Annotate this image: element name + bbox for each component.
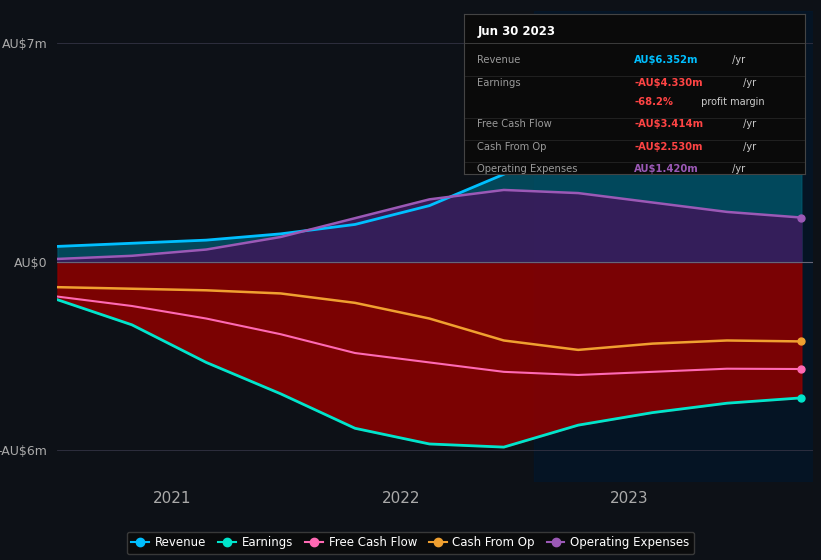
Text: -AU$4.330m: -AU$4.330m (635, 78, 703, 88)
Text: /yr: /yr (740, 142, 756, 152)
Text: /yr: /yr (740, 78, 756, 88)
Text: /yr: /yr (729, 164, 745, 174)
Text: -AU$3.414m: -AU$3.414m (635, 119, 704, 129)
Bar (534, 11, 821, 482)
Text: AU$1.420m: AU$1.420m (635, 164, 699, 174)
Text: profit margin: profit margin (698, 97, 764, 107)
Text: AU$6.352m: AU$6.352m (635, 55, 699, 66)
Text: /yr: /yr (729, 55, 745, 66)
Text: -68.2%: -68.2% (635, 97, 673, 107)
Legend: Revenue, Earnings, Free Cash Flow, Cash From Op, Operating Expenses: Revenue, Earnings, Free Cash Flow, Cash … (126, 531, 695, 554)
Text: -AU$2.530m: -AU$2.530m (635, 142, 703, 152)
Text: Earnings: Earnings (478, 78, 521, 88)
Text: Operating Expenses: Operating Expenses (478, 164, 578, 174)
Text: Jun 30 2023: Jun 30 2023 (478, 25, 556, 38)
Text: Cash From Op: Cash From Op (478, 142, 547, 152)
Text: /yr: /yr (740, 119, 756, 129)
Text: Free Cash Flow: Free Cash Flow (478, 119, 553, 129)
Text: Revenue: Revenue (478, 55, 521, 66)
